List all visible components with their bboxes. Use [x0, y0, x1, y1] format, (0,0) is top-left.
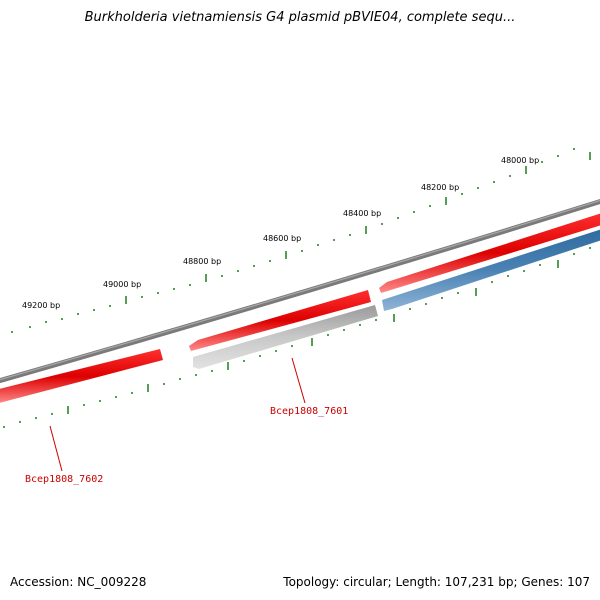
accession-text: Accession: NC_009228	[10, 575, 147, 589]
backbone-line	[0, 198, 600, 384]
ruler-labels: 48000 bp 48200 bp 48400 bp 48600 bp 4880…	[22, 156, 539, 310]
cds-feature[interactable]	[193, 305, 378, 369]
leader-line-bcep1808-7601	[291, 357, 306, 404]
ruler-label: 48800 bp	[183, 257, 221, 266]
cds-feature[interactable]	[379, 212, 600, 293]
leader-line-bcep1808-7602	[49, 425, 63, 472]
ruler-label: 48400 bp	[343, 209, 381, 218]
ruler-label: 49200 bp	[22, 301, 60, 310]
ruler-label: 48600 bp	[263, 234, 301, 243]
ruler-label: 48200 bp	[421, 183, 459, 192]
forward-strand-features	[0, 212, 600, 404]
cds-feature[interactable]	[189, 290, 371, 351]
inner-tick-ring	[3, 247, 591, 428]
reverse-strand-features	[193, 228, 600, 369]
topology-summary-text: Topology: circular; Length: 107,231 bp; …	[283, 575, 590, 589]
outer-tick-ring	[11, 148, 591, 333]
gene-label-bcep1808-7602[interactable]: Bcep1808_7602	[25, 474, 103, 485]
cds-feature[interactable]	[382, 228, 600, 311]
ruler-label: 48000 bp	[501, 156, 539, 165]
gene-label-bcep1808-7601[interactable]: Bcep1808_7601	[270, 406, 348, 417]
cds-feature[interactable]	[0, 349, 163, 404]
map-title: Burkholderia vietnamiensis G4 plasmid pB…	[84, 10, 516, 25]
ruler-label: 49000 bp	[103, 280, 141, 289]
